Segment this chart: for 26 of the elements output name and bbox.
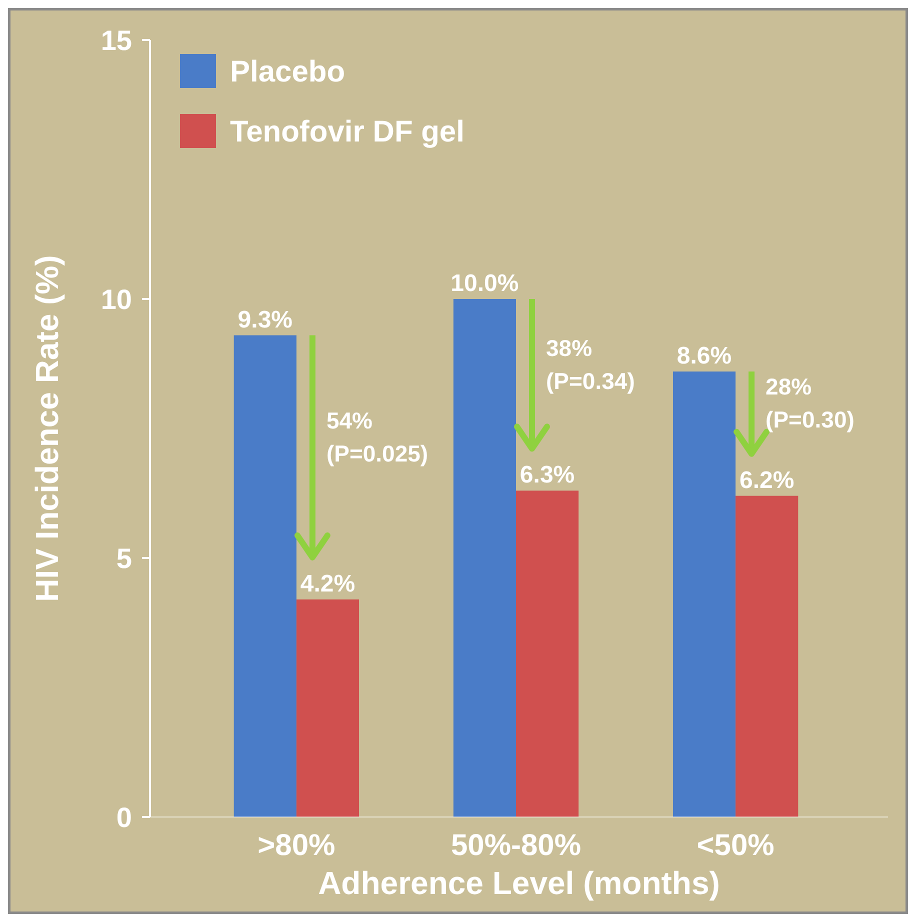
data-label: 6.3% [520, 462, 575, 489]
x-tick-label: 50%-80% [450, 829, 582, 862]
y-tick-label: 0 [116, 802, 132, 833]
x-axis-title: Adherence Level (months) [318, 865, 720, 901]
data-label: 4.2% [300, 570, 356, 598]
annotation: 54% (P=0.025) [326, 407, 428, 466]
annotation: 38% (P=0.34) [546, 334, 635, 394]
legend-label: Tenofovir DF gel [230, 116, 464, 148]
data-label: 9.3% [238, 306, 293, 334]
bar [453, 299, 516, 817]
legend-label: Placebo [230, 56, 346, 88]
bar [516, 490, 579, 817]
y-tick-label: 15 [100, 24, 132, 56]
data-label: 10.0% [450, 270, 519, 297]
bar [234, 335, 296, 817]
y-tick-label: 10 [100, 284, 132, 315]
bar [736, 496, 798, 817]
annotation: 28% (P=0.30) [766, 374, 854, 433]
data-label: 6.2% [739, 466, 794, 494]
bar [296, 599, 360, 817]
y-axis-title: HIV Incidence Rate (%) [29, 255, 65, 602]
y-tick-label: 5 [116, 542, 132, 574]
bar [672, 372, 736, 817]
x-tick-label: >80% [258, 829, 336, 862]
data-label: 8.6% [676, 342, 732, 370]
x-tick-label: <50% [696, 829, 774, 862]
